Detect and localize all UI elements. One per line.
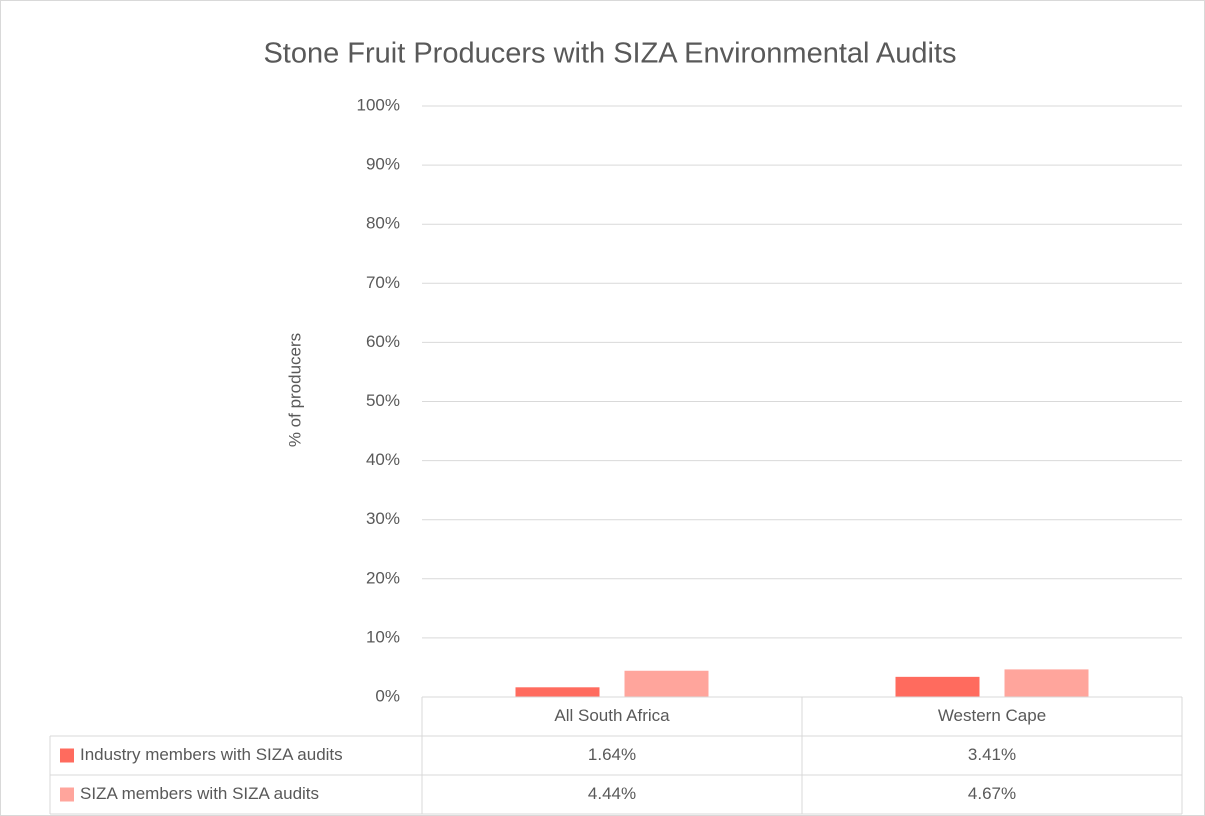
data-table-value: 4.67% [968, 784, 1016, 803]
chart-title: Stone Fruit Producers with SIZA Environm… [263, 38, 956, 70]
data-table-value: 3.41% [968, 745, 1016, 764]
legend-swatch [60, 787, 74, 802]
y-tick-label: 0% [375, 686, 400, 705]
bar [624, 670, 709, 697]
bar [1004, 669, 1089, 697]
y-tick-label: 90% [366, 155, 400, 174]
y-tick-label: 100% [357, 95, 400, 114]
y-tick-label: 80% [366, 214, 400, 233]
bar [895, 676, 980, 697]
legend-swatch [60, 748, 74, 763]
y-tick-label: 30% [366, 509, 400, 528]
legend-label: Industry members with SIZA audits [80, 745, 343, 764]
data-table-value: 4.44% [588, 784, 636, 803]
y-tick-label: 20% [366, 568, 400, 587]
legend-label: SIZA members with SIZA audits [80, 784, 319, 803]
bar [515, 687, 600, 697]
x-tick-label: All South Africa [554, 706, 670, 725]
y-tick-label: 10% [366, 627, 400, 646]
x-tick-label: Western Cape [938, 706, 1046, 725]
y-axis-label: % of producers [285, 333, 304, 447]
data-table-value: 1.64% [588, 745, 636, 764]
y-tick-label: 70% [366, 273, 400, 292]
y-tick-label: 40% [366, 450, 400, 469]
y-tick-label: 50% [366, 391, 400, 410]
y-tick-label: 60% [366, 332, 400, 351]
